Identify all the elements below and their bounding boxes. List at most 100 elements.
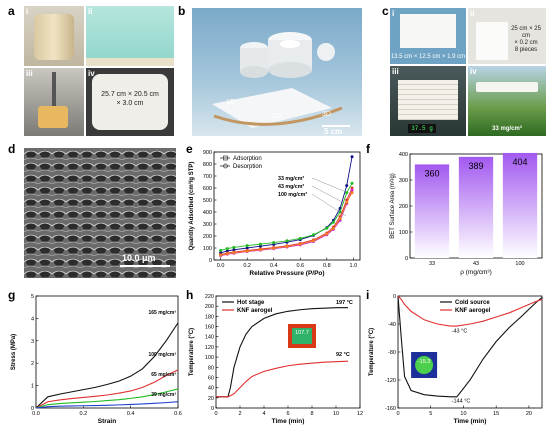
- c-ii-caption-3: 8 pieces: [514, 47, 538, 53]
- y-tick-label: 80: [208, 365, 214, 371]
- y-tick-label: 20: [208, 396, 214, 402]
- bar-value-label: 389: [468, 161, 483, 171]
- data-point: [219, 248, 223, 252]
- sub-label-a-i: i: [26, 7, 29, 16]
- y-tick-label: 2: [31, 361, 34, 367]
- y-axis-label: Temperature (°C): [369, 328, 375, 376]
- y-tick-label: 140: [205, 335, 214, 341]
- x-tick-label: 100: [515, 261, 524, 267]
- data-point: [331, 220, 335, 224]
- y-tick-label: 1: [31, 384, 34, 390]
- series-line: [35, 369, 179, 409]
- series-label: 65 mg/cm³: [151, 372, 176, 378]
- y-tick-label: 5: [31, 294, 34, 300]
- photo-a-iii: iii: [24, 68, 84, 136]
- data-point: [245, 244, 249, 248]
- chart-f: 0 100 200 300 400 360 33 389 43 404 100 ρ (mg/cm³) B…: [390, 152, 543, 276]
- x-tick-label: 1.0: [350, 263, 358, 269]
- data-point: [331, 227, 335, 231]
- data-point: [285, 245, 289, 249]
- data-point: [219, 253, 223, 257]
- data-point: [232, 245, 236, 249]
- data-point: [350, 186, 354, 190]
- data-point: [225, 252, 229, 256]
- thermal-inset-readout: -15.3: [418, 359, 431, 365]
- y-tick-label: 400: [203, 210, 212, 216]
- annotation-leader: [311, 193, 347, 217]
- data-point: [325, 226, 329, 230]
- y-axis-label: Quantity Adsorbed (cm³/g STP): [188, 162, 195, 251]
- y-tick-label: 0: [393, 294, 396, 300]
- legend-label: KNF aerogel: [455, 308, 491, 314]
- x-tick-label: 0.2: [243, 263, 251, 269]
- x-tick-label: 15: [493, 411, 499, 417]
- y-tick-label: -80: [388, 350, 396, 356]
- legend-label: Adsorption: [233, 156, 262, 162]
- photo-b-art: 1D 2D 3D 5 cm: [212, 32, 350, 136]
- y-tick-label: 200: [203, 234, 212, 240]
- panel-label-i: i: [366, 288, 370, 302]
- x-tick-label: 8: [310, 411, 313, 417]
- data-point: [225, 247, 229, 251]
- data-point: [350, 191, 354, 195]
- annotation-leader: [311, 177, 347, 193]
- c-ii-caption-1: 25 cm × 25 cm: [511, 26, 541, 39]
- y-tick-label: 120: [205, 345, 214, 351]
- sub-label-a-iii: iii: [26, 69, 33, 78]
- series-label: 165 mg/cm³: [148, 310, 176, 316]
- d-scale-text: 10.0 μm: [122, 253, 156, 263]
- x-tick-label: 4: [262, 411, 265, 417]
- x-tick-label: 0.2: [80, 411, 88, 417]
- photo-c-iv: 33 mg/cm³ iv: [468, 66, 546, 136]
- data-point: [232, 251, 236, 255]
- photo-a-i: i: [24, 6, 84, 66]
- y-axis-label: BET Surface Area (m²/g): [390, 173, 396, 239]
- x-tick-label: 10: [460, 411, 466, 417]
- bar: [414, 164, 450, 258]
- series-line: [220, 182, 353, 251]
- series-label: 39 mg/cm³: [151, 392, 176, 398]
- annotation: -144 °C: [452, 398, 471, 404]
- annotation: 197 °C: [336, 300, 353, 306]
- x-tick-label: 20: [526, 411, 532, 417]
- chart-g: 0.0 0.2 0.4 0.6 0 1 2 3 4 5 Strain Stress (MPa) 165 …: [11, 294, 182, 425]
- y-tick-label: 4: [31, 316, 34, 322]
- x-tick-label: 10: [333, 411, 339, 417]
- series-line: [220, 156, 353, 254]
- photo-c-iii: 37.5 g iii: [390, 66, 466, 136]
- chart-i: 0 5 10 15 20 0 -40 -80 -120 -160 Time (min) Tempera…: [369, 294, 543, 425]
- y-tick-label: 100: [205, 355, 214, 361]
- panel-label-b: b: [178, 4, 186, 18]
- y-tick-label: 500: [203, 198, 212, 204]
- legend-marker: [223, 155, 228, 161]
- data-point: [272, 241, 276, 245]
- thermal-inset-core: [292, 328, 312, 344]
- y-tick-label: 0: [405, 256, 408, 262]
- c-ii-caption-2: × 0.2 cm: [514, 40, 538, 46]
- x-tick-label: 0.6: [296, 263, 304, 269]
- a-iv-dimension-line2: × 3.0 cm: [116, 100, 144, 107]
- data-point: [350, 188, 354, 192]
- panel-label-f: f: [366, 142, 370, 156]
- x-tick-label: 12: [357, 411, 363, 417]
- bar-value-label: 360: [424, 168, 439, 178]
- sub-label-a-iv: iv: [88, 69, 95, 78]
- photo-c-i: 13.5 cm × 12.5 cm × 1.9 cm i: [390, 8, 466, 64]
- density-annotation: 100 mg/cm³: [278, 192, 307, 198]
- photo-a-ii: ii: [86, 6, 174, 66]
- data-point: [350, 181, 354, 185]
- series-line: [216, 360, 349, 398]
- y-tick-label: 200: [399, 204, 408, 210]
- data-point: [312, 233, 316, 237]
- stage-label-3d: 3D: [322, 111, 331, 118]
- panel-label-a: a: [8, 4, 15, 18]
- plot-frame: [35, 295, 179, 409]
- y-tick-label: 160: [205, 325, 214, 331]
- c-i-caption: 13.5 cm × 12.5 cm × 1.9 cm: [390, 54, 466, 60]
- photo-b: 1D 2D 3D 5 cm: [192, 8, 362, 136]
- stage-label-1d: 1D: [226, 99, 235, 106]
- x-tick-label: 2: [238, 411, 241, 417]
- data-point: [232, 248, 236, 252]
- y-tick-label: 40: [208, 386, 214, 392]
